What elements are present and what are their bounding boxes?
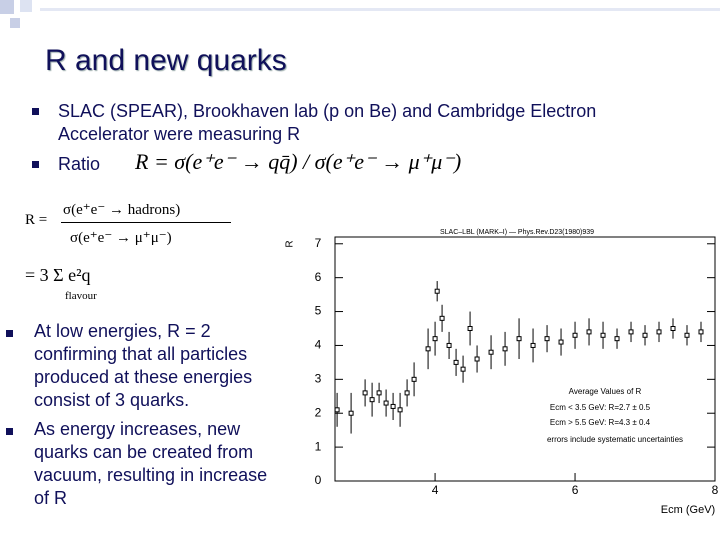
- x-tick-label: 6: [572, 483, 579, 497]
- data-point: [670, 326, 676, 331]
- data-point: [362, 390, 368, 396]
- data-point: [628, 329, 634, 335]
- data-point: [474, 356, 480, 362]
- bullet-marker: [32, 161, 39, 168]
- data-point: [397, 407, 403, 413]
- x-axis-label: Ecm (GeV): [661, 504, 715, 516]
- formula-numerator: σ(e⁺e⁻ → hadrons): [63, 202, 181, 218]
- annotation: errors include systematic uncertainties: [547, 435, 683, 444]
- data-point: [516, 336, 522, 342]
- data-point: [572, 332, 578, 338]
- data-point: [642, 332, 648, 338]
- bullet-marker: [32, 108, 39, 115]
- data-point: [446, 342, 452, 348]
- decor: [40, 8, 720, 11]
- bullet: As energy increases, new quarks can be c…: [34, 419, 268, 508]
- bullet: At low energies, R = 2 confirming that a…: [34, 321, 253, 410]
- data-point: [376, 390, 382, 396]
- data-point: [390, 403, 396, 409]
- y-tick-label: 7: [315, 236, 322, 250]
- x-tick-label: 4: [432, 483, 439, 497]
- y-tick-label: 5: [315, 304, 322, 318]
- chart-title: SLAC–LBL (MARK–I) — Phys.Rev.D23(1980)93…: [440, 229, 594, 236]
- decor: [10, 18, 20, 28]
- annotation: Average Values of R: [569, 387, 642, 396]
- formula-lhs: R =: [25, 212, 48, 228]
- formula-denominator: σ(e⁺e⁻ → μ⁺μ⁻): [70, 230, 172, 246]
- formula-box: R = σ(e⁺e⁻ → hadrons) σ(e⁺e⁻ → μ⁺μ⁻) = 3…: [25, 190, 240, 310]
- annotation: Ecm > 5.5 GeV: R=4.3 ± 0.4: [550, 418, 651, 427]
- data-point: [383, 400, 389, 406]
- formula-sum: = 3 Σ e²q: [25, 265, 91, 285]
- bullet-marker: [6, 428, 13, 435]
- slide-title: R and new quarks: [45, 44, 287, 77]
- formula-sum-under: flavour: [65, 290, 97, 302]
- data-point: [488, 349, 494, 355]
- y-tick-label: 3: [315, 372, 322, 386]
- data-point: [502, 346, 508, 352]
- data-point: [614, 336, 620, 342]
- data-point: [425, 346, 431, 352]
- annotation: Ecm < 3.5 GeV: R=2.7 ± 0.5: [550, 403, 651, 412]
- y-tick-label: 4: [315, 338, 322, 352]
- data-point: [586, 329, 592, 335]
- data-point: [544, 336, 550, 342]
- data-point: [467, 326, 473, 331]
- bullet: SLAC (SPEAR), Brookhaven lab (p on Be) a…: [58, 101, 597, 144]
- data-point: [404, 390, 410, 396]
- data-point: [348, 410, 354, 416]
- y-axis-label: R: [285, 240, 296, 247]
- data-point: [453, 359, 459, 365]
- plot-frame: [334, 236, 716, 482]
- y-tick-label: 2: [315, 405, 322, 419]
- formula: R = σ(e⁺e⁻ → qq̄) / σ(e⁺e⁻ → μ⁺μ⁻): [135, 149, 462, 174]
- bullet-marker: [6, 330, 13, 337]
- y-tick-label: 0: [315, 473, 322, 487]
- data-point: [411, 376, 417, 382]
- data-point: [460, 366, 466, 372]
- data-point: [600, 332, 606, 338]
- bullet: Ratio: [58, 154, 101, 174]
- data-point: [434, 288, 440, 294]
- data-point: [334, 407, 340, 413]
- y-tick-label: 6: [315, 270, 322, 284]
- data-point: [698, 329, 704, 335]
- data-point: [530, 342, 536, 348]
- data-point: [432, 336, 438, 342]
- data-point: [439, 315, 445, 321]
- x-tick-label: 8: [712, 483, 719, 497]
- fraction-bar: [61, 222, 231, 223]
- data-point: [558, 339, 564, 345]
- decor: [0, 0, 14, 14]
- y-tick-label: 1: [315, 439, 322, 453]
- data-point: [369, 397, 375, 403]
- decor: [20, 0, 32, 12]
- data-point: [684, 332, 690, 338]
- data-point: [656, 329, 662, 335]
